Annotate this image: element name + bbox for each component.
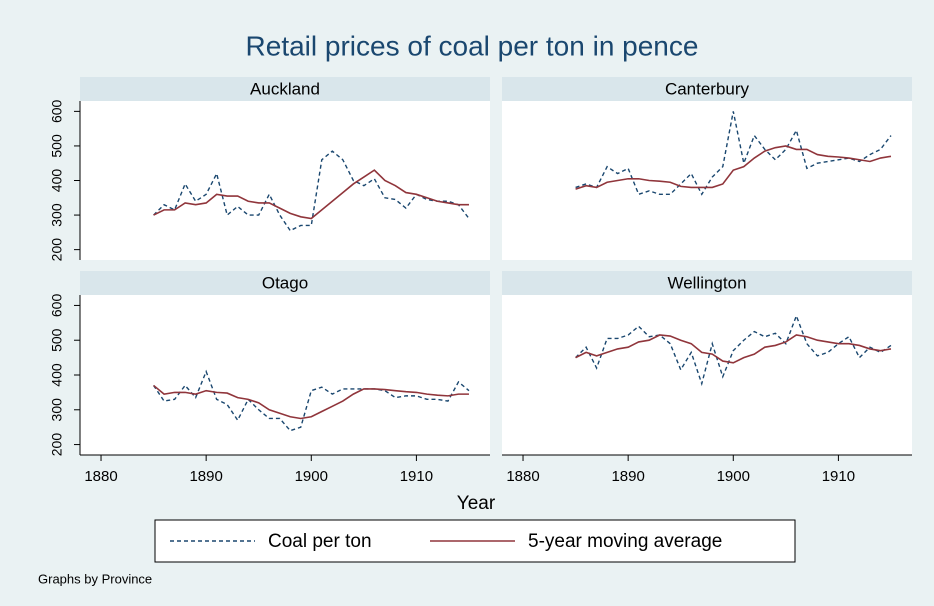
x-tick-label: 1880 xyxy=(506,468,539,485)
strip xyxy=(80,77,490,101)
y-tick-label: 500 xyxy=(49,134,65,158)
x-tick-label: 1900 xyxy=(717,468,750,485)
y-tick-label: 300 xyxy=(49,398,65,422)
series-line xyxy=(153,384,469,420)
chart-title: Retail prices of coal per ton in pence xyxy=(246,30,699,61)
x-tick-label: 1890 xyxy=(611,468,644,485)
panel-title: Canterbury xyxy=(665,79,750,98)
strip xyxy=(502,271,912,295)
plot-area xyxy=(80,295,490,455)
series-line xyxy=(575,111,892,196)
y-tick-label: 600 xyxy=(49,294,65,318)
legend-label: Coal per ton xyxy=(268,531,372,552)
x-tick-label: 1910 xyxy=(822,468,855,485)
y-tick-label: 400 xyxy=(49,169,65,193)
note: Graphs by Province xyxy=(38,571,152,586)
plot-area xyxy=(502,295,912,455)
legend-label: 5-year moving average xyxy=(528,531,722,552)
series-line xyxy=(575,334,892,364)
strip xyxy=(80,271,490,295)
series-line xyxy=(153,369,470,432)
y-tick-label: 400 xyxy=(49,363,65,387)
series-line xyxy=(575,145,892,190)
x-axis-title: Year xyxy=(457,493,496,514)
y-tick-label: 500 xyxy=(49,328,65,352)
panel-title: Auckland xyxy=(250,79,320,98)
x-tick-label: 1890 xyxy=(189,468,222,485)
panel-title: Otago xyxy=(262,273,308,292)
y-tick-label: 200 xyxy=(49,238,65,262)
x-tick-label: 1910 xyxy=(400,468,433,485)
x-tick-label: 1900 xyxy=(295,468,328,485)
series-line xyxy=(575,313,892,387)
plot-area xyxy=(80,101,490,260)
y-tick-label: 200 xyxy=(49,433,65,457)
panel-title: Wellington xyxy=(667,273,746,292)
y-tick-label: 300 xyxy=(49,203,65,227)
strip xyxy=(502,77,912,101)
x-tick-label: 1880 xyxy=(84,468,117,485)
plot-area xyxy=(502,101,912,260)
y-tick-label: 600 xyxy=(49,99,65,123)
series-line xyxy=(153,169,469,220)
